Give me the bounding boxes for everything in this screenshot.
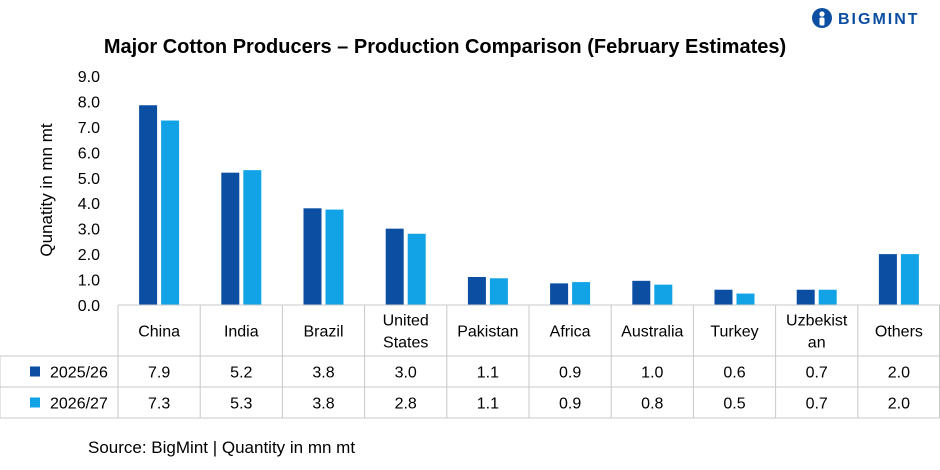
bar-2026-27-5	[572, 282, 591, 305]
data-table-cell: 0.5	[723, 396, 745, 413]
y-tick-label: 2.0	[78, 247, 100, 264]
y-tick-label: 1.0	[78, 273, 100, 290]
source-note: Source: BigMint | Quantity in mn mt	[88, 438, 356, 457]
data-table-cell: 2.0	[888, 396, 910, 413]
category-label: China	[138, 324, 180, 341]
bar-2025-26-3	[385, 228, 404, 305]
category-label: Others	[875, 324, 923, 341]
data-table-cell: 0.8	[641, 396, 663, 413]
bar-2025-26-9	[878, 254, 897, 305]
data-table-cell: 0.7	[806, 396, 828, 413]
category-label: Uzbekist	[786, 313, 848, 330]
chart-title: Major Cotton Producers – Production Comp…	[104, 36, 786, 58]
data-table-cell: 0.9	[559, 365, 581, 382]
bar-2025-26-8	[796, 289, 815, 305]
data-table-cell: 0.6	[723, 365, 745, 382]
y-tick-label: 9.0	[78, 69, 100, 86]
data-table-cell: 0.7	[806, 365, 828, 382]
data-table-cell: 1.1	[477, 365, 499, 382]
data-table-cell: 2.0	[888, 365, 910, 382]
data-table-cell: 3.8	[312, 396, 334, 413]
y-tick-label: 7.0	[78, 120, 100, 137]
bar-2026-27-8	[818, 289, 837, 305]
bar-2025-26-0	[139, 105, 158, 305]
data-table-cell: 2.8	[395, 396, 417, 413]
bar-2025-26-5	[550, 283, 569, 305]
bars	[139, 105, 919, 306]
legend-label: 2026/27	[50, 396, 108, 413]
bar-2025-26-4	[467, 277, 486, 305]
bar-2026-27-9	[900, 254, 919, 305]
category-label: Pakistan	[457, 324, 518, 341]
brand-name: BIGMINT	[838, 11, 920, 28]
legend-key-2025-26	[30, 366, 40, 377]
data-table-cell: 3.0	[395, 365, 417, 382]
y-tick-label: 5.0	[78, 171, 100, 188]
bar-2025-26-7	[714, 289, 733, 305]
bar-2026-27-6	[654, 284, 673, 305]
category-label: States	[383, 335, 428, 352]
data-table-cell: 1.0	[641, 365, 663, 382]
category-label: Turkey	[710, 324, 758, 341]
data-table: China India Brazil United States Pakistan Afri…	[0, 304, 940, 419]
bar-2026-27-7	[736, 293, 755, 305]
category-label: India	[224, 324, 259, 341]
y-axis-label: Qunatity in mn mt	[37, 123, 56, 256]
y-tick-label: 6.0	[78, 145, 100, 162]
category-label: Africa	[550, 324, 591, 341]
category-label: an	[808, 335, 826, 352]
data-table-cell: 7.9	[148, 365, 170, 382]
legend-label: 2025/26	[50, 365, 108, 382]
y-axis-ticks: 0.0 1.0 2.0 3.0 4.0 5.0 6.0 7.0 8.0 9.0	[78, 69, 100, 315]
category-label: Australia	[621, 324, 683, 341]
bar-2026-27-1	[243, 170, 262, 305]
bar-2026-27-3	[407, 233, 426, 305]
y-tick-label: 4.0	[78, 196, 100, 213]
y-tick-label: 8.0	[78, 94, 100, 111]
bar-2026-27-0	[161, 120, 180, 306]
data-table-cell: 1.1	[477, 396, 499, 413]
bar-2025-26-6	[632, 280, 651, 305]
data-table-cell: 3.8	[312, 365, 334, 382]
category-label: United	[383, 313, 429, 330]
y-tick-label: 3.0	[78, 222, 100, 239]
category-label: Brazil	[303, 324, 343, 341]
data-table-cell: 5.2	[230, 365, 252, 382]
data-table-cell: 5.3	[230, 396, 252, 413]
brand-logo-icon-body	[819, 17, 825, 26]
data-table-cell: 0.9	[559, 396, 581, 413]
data-table-cell: 7.3	[148, 396, 170, 413]
legend-key-2026-27	[30, 397, 40, 408]
bar-2025-26-1	[221, 172, 240, 305]
bar-2025-26-2	[303, 208, 322, 305]
brand-logo: BIGMINT	[812, 8, 920, 28]
brand-logo-icon-head	[819, 11, 825, 17]
y-tick-label: 0.0	[78, 298, 100, 315]
bar-2026-27-4	[489, 278, 508, 305]
bar-2026-27-2	[325, 209, 344, 305]
